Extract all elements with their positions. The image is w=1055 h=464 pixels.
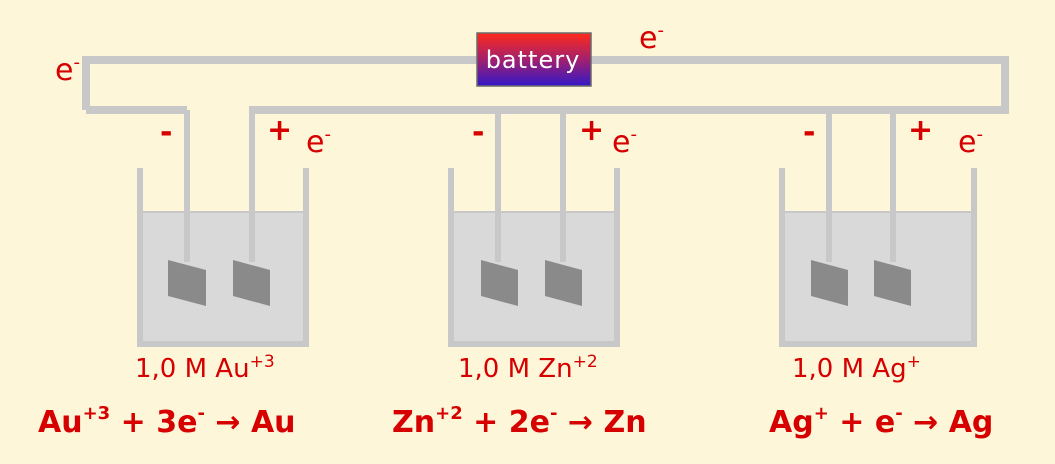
electrolytic-cell-1	[137, 106, 309, 347]
cell-3-concentration: 1,0 M Ag+	[792, 352, 921, 384]
electrolytic-cell-2	[448, 106, 620, 347]
solution	[454, 212, 614, 343]
cell-1-concentration: 1,0 M Au+3	[135, 352, 275, 384]
cell-2-positive-sign: +	[579, 113, 605, 148]
electron-label-right-wire: e-	[639, 20, 664, 56]
cell-2-concentration: 1,0 M Zn+2	[458, 352, 598, 384]
cell-1-negative-sign: -	[160, 115, 173, 150]
cell-3-reaction: Ag+ + e- → Ag	[769, 403, 994, 440]
battery	[472, 32, 596, 87]
cell-1-electron-label: e-	[306, 124, 331, 160]
solution	[143, 212, 303, 343]
beaker	[137, 168, 309, 347]
cell-3-electron-label: e-	[958, 124, 983, 160]
positive-electrode	[874, 260, 911, 306]
negative-electrode	[481, 260, 518, 306]
negative-electrode	[811, 260, 848, 306]
cell-3-positive-sign: +	[908, 113, 934, 148]
cell-1-positive-sign: +	[267, 113, 293, 148]
cell-1-reaction: Au+3 + 3e- → Au	[38, 403, 296, 440]
cell-2-electron-label: e-	[612, 124, 637, 160]
cell-3-negative-sign: -	[803, 115, 816, 150]
positive-electrode	[545, 260, 582, 306]
cell-2-reaction: Zn+2 + 2e- → Zn	[392, 403, 647, 440]
beaker	[448, 168, 620, 347]
negative-electrode	[168, 260, 206, 306]
cell-2-negative-sign: -	[472, 115, 485, 150]
beaker	[779, 168, 977, 347]
electrolytic-cell-3	[779, 106, 977, 347]
positive-electrode	[233, 260, 270, 306]
battery-label: battery	[485, 46, 581, 74]
electron-label-left-wire: e-	[55, 52, 80, 88]
